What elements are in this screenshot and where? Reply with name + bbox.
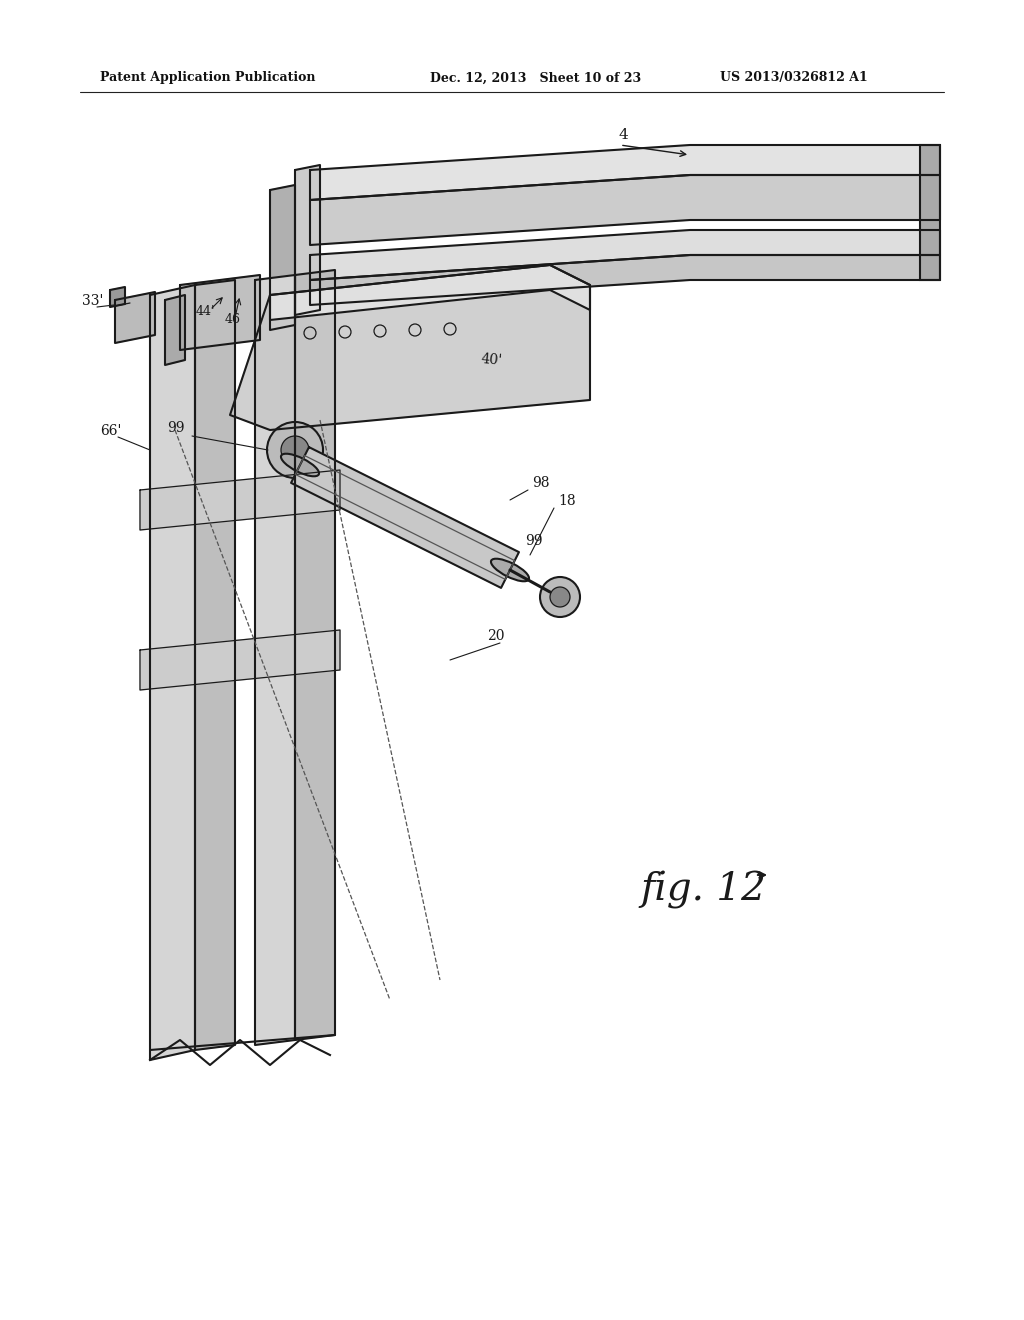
Text: 99: 99 <box>525 535 543 548</box>
Circle shape <box>267 422 323 478</box>
Polygon shape <box>310 176 940 246</box>
Ellipse shape <box>490 558 529 581</box>
Circle shape <box>281 436 309 465</box>
Polygon shape <box>270 265 590 319</box>
Polygon shape <box>295 271 335 1040</box>
Polygon shape <box>180 275 260 350</box>
Polygon shape <box>255 275 295 1045</box>
Polygon shape <box>165 294 185 366</box>
Text: 4: 4 <box>618 128 628 143</box>
Text: Patent Application Publication: Patent Application Publication <box>100 71 315 84</box>
Text: 44': 44' <box>196 305 215 318</box>
Circle shape <box>540 577 580 616</box>
Ellipse shape <box>281 454 319 477</box>
Circle shape <box>550 587 570 607</box>
Text: 46: 46 <box>225 313 241 326</box>
Bar <box>920 145 940 280</box>
Polygon shape <box>110 286 125 308</box>
Polygon shape <box>230 265 590 430</box>
Polygon shape <box>295 165 319 315</box>
Polygon shape <box>150 285 195 1060</box>
Polygon shape <box>310 145 940 201</box>
Polygon shape <box>310 255 940 305</box>
Polygon shape <box>291 447 519 587</box>
Text: 18: 18 <box>558 494 575 508</box>
Text: 20: 20 <box>487 630 505 643</box>
Polygon shape <box>310 230 940 280</box>
Text: 66': 66' <box>100 424 122 438</box>
Text: 33': 33' <box>82 294 103 308</box>
Polygon shape <box>140 470 340 531</box>
Text: US 2013/0326812 A1: US 2013/0326812 A1 <box>720 71 867 84</box>
Polygon shape <box>270 185 295 330</box>
Text: 40': 40' <box>480 352 503 368</box>
Text: 98: 98 <box>532 477 550 490</box>
Text: 99: 99 <box>167 421 184 436</box>
Text: fig. 12: fig. 12 <box>640 871 766 909</box>
Polygon shape <box>195 280 234 1049</box>
Text: Dec. 12, 2013   Sheet 10 of 23: Dec. 12, 2013 Sheet 10 of 23 <box>430 71 641 84</box>
Polygon shape <box>115 292 155 343</box>
Polygon shape <box>140 630 340 690</box>
